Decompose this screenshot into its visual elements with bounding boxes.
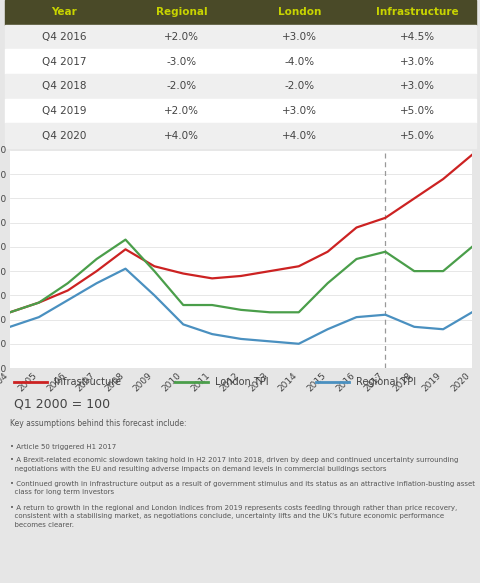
Text: Regional: Regional: [156, 8, 207, 17]
Text: London: London: [278, 8, 321, 17]
Text: London TPI: London TPI: [215, 377, 268, 387]
Text: +4.0%: +4.0%: [282, 131, 317, 141]
Text: +3.0%: +3.0%: [282, 106, 317, 116]
Text: Year: Year: [51, 8, 77, 17]
Bar: [5, 50, 476, 74]
Text: +3.0%: +3.0%: [400, 82, 434, 92]
Text: • Article 50 triggered H1 2017: • Article 50 triggered H1 2017: [10, 444, 116, 449]
Text: +4.5%: +4.5%: [399, 32, 435, 42]
Text: +5.0%: +5.0%: [400, 131, 434, 141]
Text: Q4 2019: Q4 2019: [42, 106, 86, 116]
Text: Q4 2018: Q4 2018: [42, 82, 86, 92]
Bar: [5, 24, 476, 50]
Text: • A return to growth in the regional and London indices from 2019 represents cos: • A return to growth in the regional and…: [10, 505, 457, 528]
Text: -3.0%: -3.0%: [167, 57, 197, 66]
Text: • A Brexit-related economic slowdown taking hold in H2 2017 into 2018, driven by: • A Brexit-related economic slowdown tak…: [10, 458, 458, 472]
Text: Q4 2020: Q4 2020: [42, 131, 86, 141]
Text: +5.0%: +5.0%: [400, 106, 434, 116]
Bar: [5, 124, 476, 148]
Text: +3.0%: +3.0%: [400, 57, 434, 66]
Text: +2.0%: +2.0%: [164, 32, 199, 42]
Text: Q4 2017: Q4 2017: [42, 57, 86, 66]
Text: +3.0%: +3.0%: [282, 32, 317, 42]
Text: • Continued growth in infrastructure output as a result of government stimulus a: • Continued growth in infrastructure out…: [10, 481, 475, 496]
Text: -4.0%: -4.0%: [284, 57, 314, 66]
Text: Regional TPI: Regional TPI: [356, 377, 416, 387]
Text: Infrastructure: Infrastructure: [376, 8, 458, 17]
Text: Key assumptions behind this forecast include:: Key assumptions behind this forecast inc…: [10, 419, 186, 428]
Bar: [5, 99, 476, 124]
Text: Infrastructure: Infrastructure: [54, 377, 121, 387]
Text: -2.0%: -2.0%: [167, 82, 197, 92]
Text: Q4 2016: Q4 2016: [42, 32, 86, 42]
Bar: [5, 0, 476, 24]
Text: -2.0%: -2.0%: [284, 82, 314, 92]
Text: +4.0%: +4.0%: [164, 131, 199, 141]
Text: Q1 2000 = 100: Q1 2000 = 100: [14, 397, 110, 410]
Bar: [5, 74, 476, 99]
Text: +2.0%: +2.0%: [164, 106, 199, 116]
